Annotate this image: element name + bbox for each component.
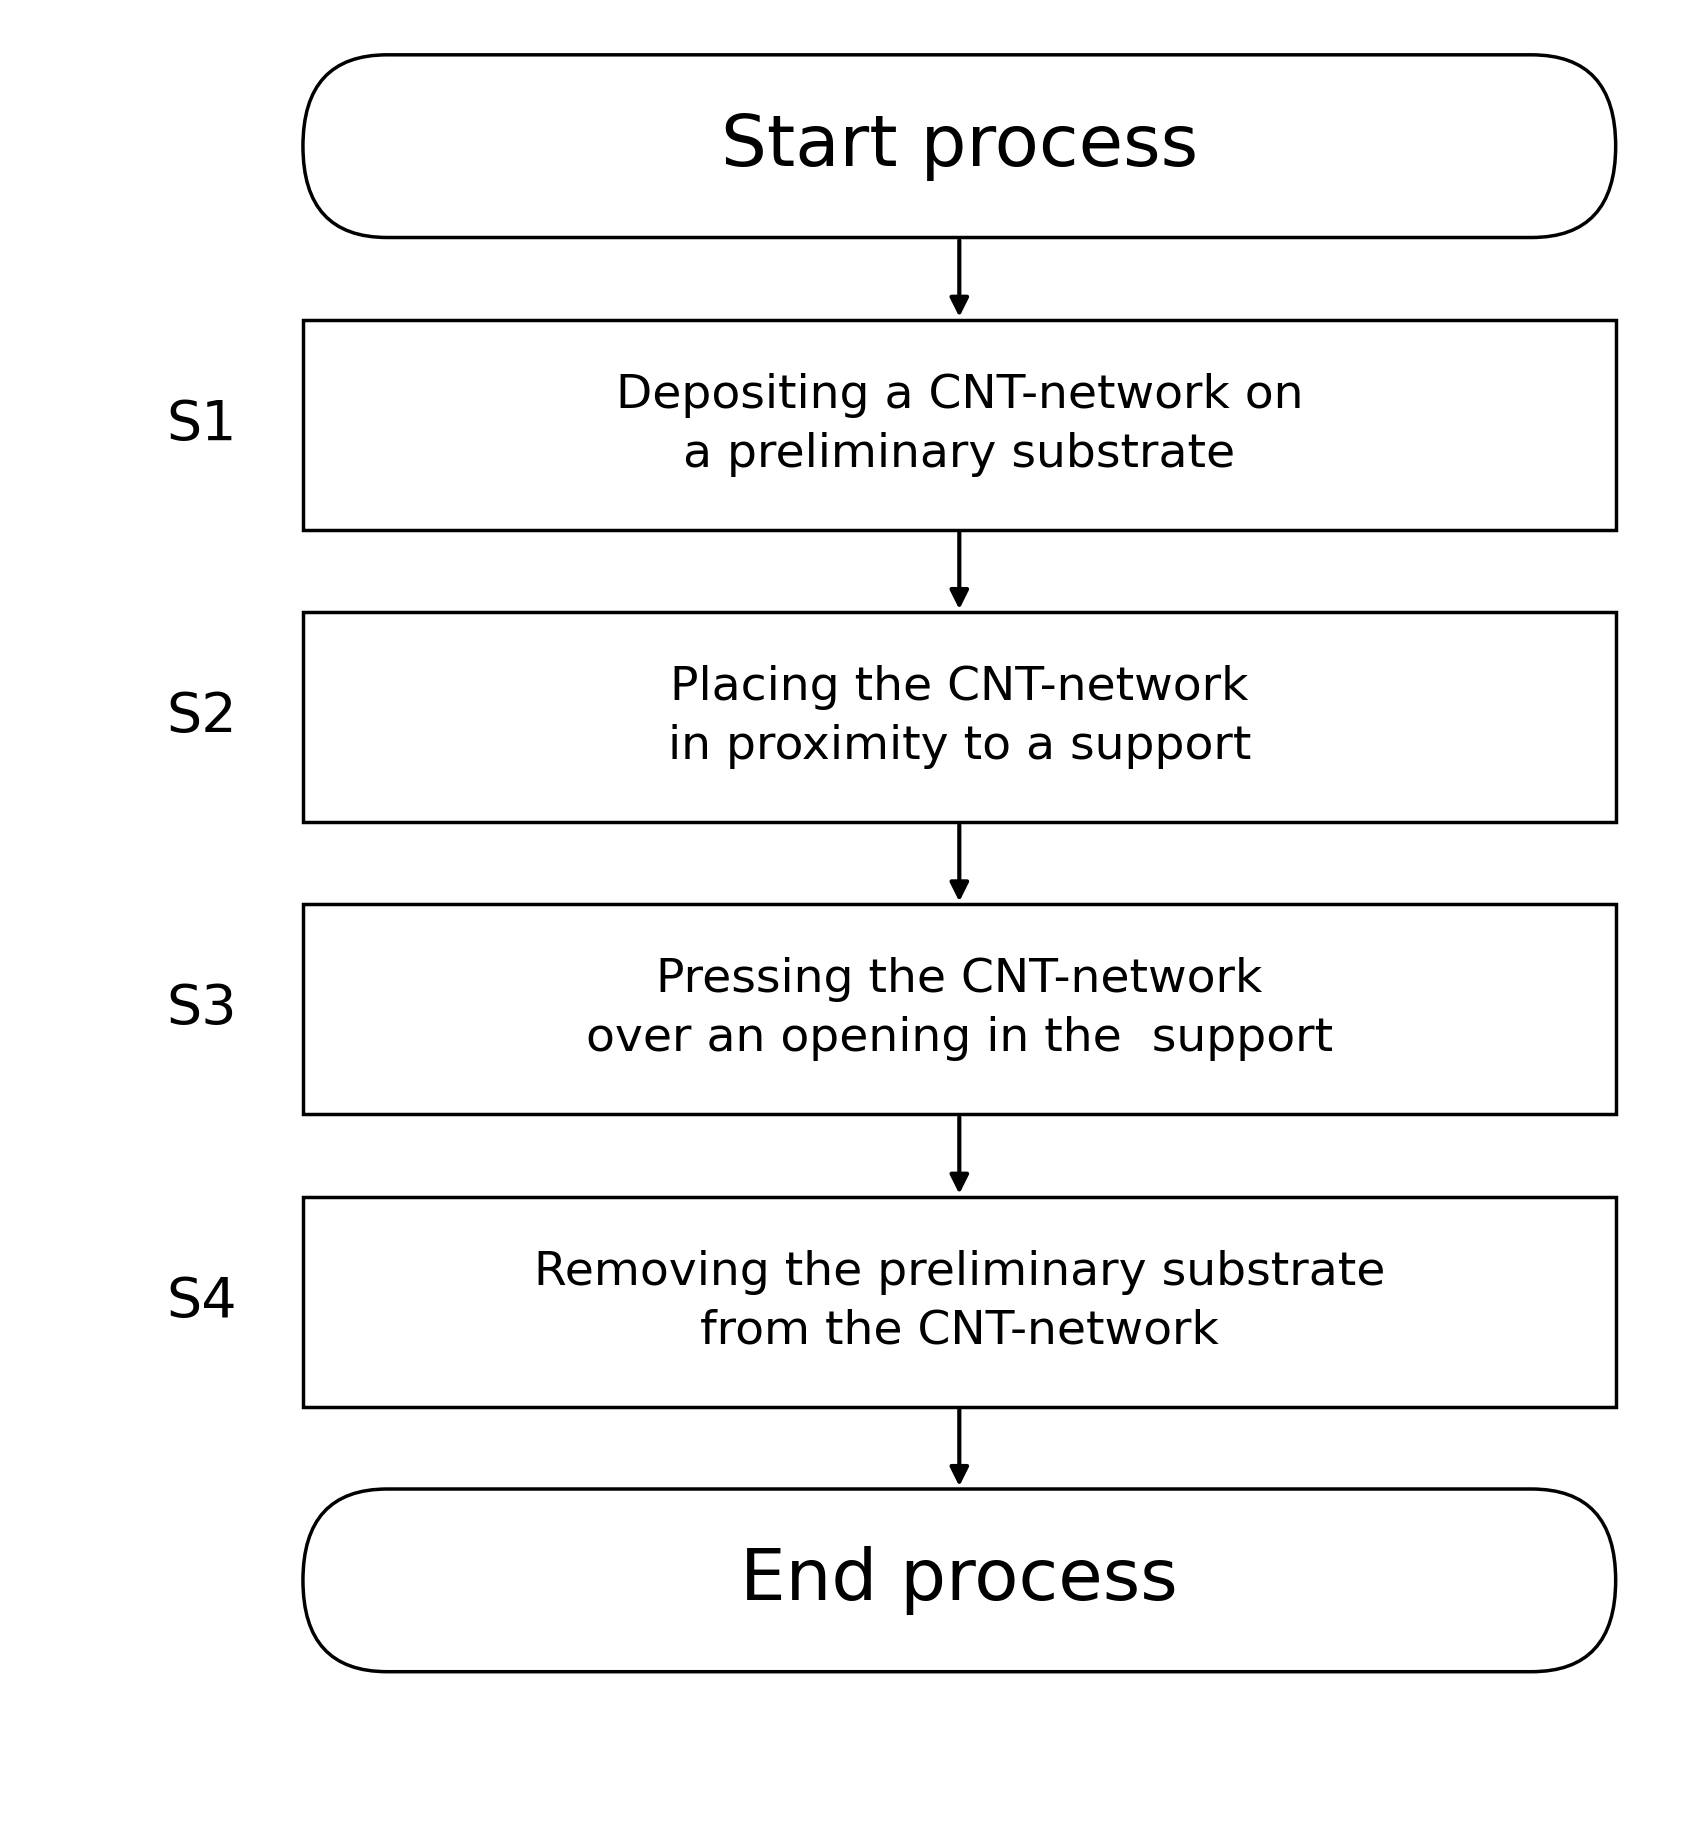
FancyBboxPatch shape: [303, 55, 1615, 238]
Bar: [303, 904, 1615, 1114]
Text: S2: S2: [167, 691, 237, 744]
Text: Start process: Start process: [720, 111, 1198, 181]
Text: Placing the CNT-network
in proximity to a support: Placing the CNT-network in proximity to …: [668, 665, 1250, 769]
Bar: [303, 1197, 1615, 1407]
Text: End process: End process: [740, 1546, 1177, 1615]
Text: S4: S4: [167, 1275, 237, 1328]
FancyBboxPatch shape: [303, 1489, 1615, 1672]
Text: Pressing the CNT-network
over an opening in the  support: Pressing the CNT-network over an opening…: [585, 957, 1332, 1061]
Text: S3: S3: [167, 983, 237, 1036]
Text: Depositing a CNT-network on
a preliminary substrate: Depositing a CNT-network on a preliminar…: [616, 373, 1302, 477]
Bar: [303, 320, 1615, 530]
Text: Removing the preliminary substrate
from the CNT-network: Removing the preliminary substrate from …: [533, 1250, 1384, 1354]
Text: S1: S1: [167, 398, 237, 451]
Bar: [303, 612, 1615, 822]
